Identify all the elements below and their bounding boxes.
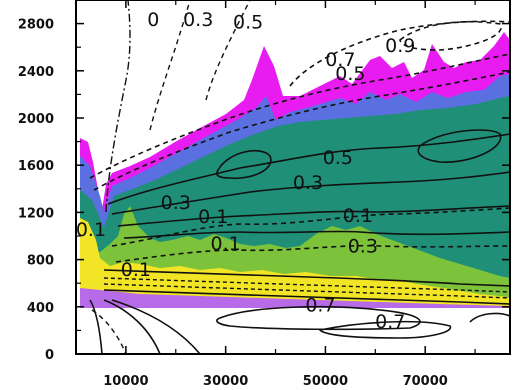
contour-loop xyxy=(318,320,452,339)
y-tick-label: 1200 xyxy=(18,206,54,221)
contour-lines xyxy=(89,0,510,354)
contour-line xyxy=(89,299,103,354)
contour-line xyxy=(103,299,161,354)
contour-value-label: 0.1 xyxy=(343,205,373,227)
contour-line xyxy=(103,289,510,305)
contour-line-dashdot xyxy=(105,0,131,213)
contour-value-label: 0.1 xyxy=(76,219,106,241)
contour-line-dashed xyxy=(205,0,251,101)
y-tick-label: 800 xyxy=(27,254,54,269)
contour-line-dashed xyxy=(93,71,510,191)
contour-value-label: 0.1 xyxy=(198,206,228,228)
x-tick-label: 70000 xyxy=(403,374,448,389)
region-yellow xyxy=(80,218,510,306)
contour-value-label: 0 xyxy=(147,9,159,31)
contour-line xyxy=(107,133,510,205)
contour-loop xyxy=(216,305,421,331)
y-tick-label: 2000 xyxy=(18,112,54,127)
contour-value-label: 0.1 xyxy=(121,259,151,281)
y-tick-label: 1600 xyxy=(18,159,54,174)
contour-value-label: 0.5 xyxy=(323,147,353,169)
contour-line-dashed xyxy=(399,20,502,51)
contour-line xyxy=(111,299,201,354)
contour-line xyxy=(117,205,510,227)
y-tick-label: 2800 xyxy=(18,18,54,33)
contour-value-label: 0.7 xyxy=(325,49,355,71)
contour-value-label: 0.3 xyxy=(293,172,323,194)
contour-value-label: 0.3 xyxy=(348,236,378,258)
y-tick-label: 400 xyxy=(27,301,54,316)
contour-line xyxy=(123,230,510,239)
plot-frame xyxy=(75,0,511,355)
y-tick-label: 2400 xyxy=(18,65,54,80)
contour-value-label: 0.1 xyxy=(211,233,241,255)
contour-line-dashed xyxy=(103,277,510,293)
contour-line xyxy=(469,312,510,323)
x-tick-label: 10000 xyxy=(103,374,148,389)
contour-value-label: 0.9 xyxy=(385,35,415,57)
contour-value-label: 0.5 xyxy=(233,11,263,33)
y-tick-label: 0 xyxy=(45,348,54,363)
contour-value-label: 0.7 xyxy=(305,295,335,317)
x-tick-label: 50000 xyxy=(303,374,348,389)
contour-labels: 0 0.3 0.50.70.90.50.50.30.30.1 0.10.1 0.30.1… xyxy=(76,9,416,333)
region-empty xyxy=(76,308,510,354)
x-axis: 10000 30000 50000 70000 xyxy=(75,0,476,389)
contour-loop xyxy=(215,149,272,180)
y-axis: 0 400 800 1200 1600 2000 2400 2800 xyxy=(18,18,510,363)
contour-line-dashed xyxy=(111,207,510,247)
contour-line-dashed xyxy=(115,244,510,263)
x-tick-label: 30000 xyxy=(203,374,248,389)
contour-value-label: 0.3 xyxy=(161,192,191,214)
contour-line-dashed xyxy=(103,283,510,299)
contour-line-dashed xyxy=(91,309,127,354)
contour-value-label: 0.5 xyxy=(335,63,365,85)
region-bottom-edge xyxy=(80,288,510,310)
contour-loop xyxy=(417,129,502,163)
contour-value-label: 0.3 xyxy=(183,9,213,31)
contour-line xyxy=(111,171,510,215)
contour-value-label: 0.7 xyxy=(375,311,405,333)
contour-line xyxy=(103,269,510,287)
contour-line-dashed xyxy=(149,0,191,131)
contour-line-dashed xyxy=(89,53,510,179)
